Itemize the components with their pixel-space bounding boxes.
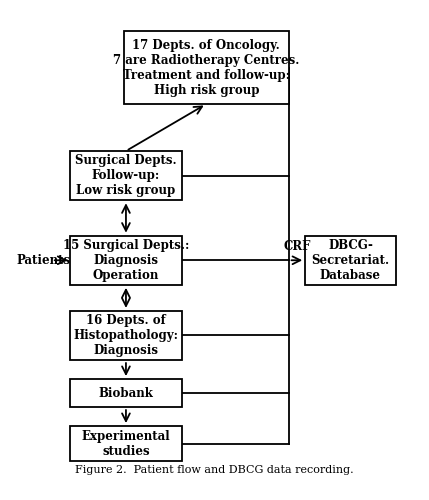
Bar [70, 151, 181, 200]
Text: 17 Depts. of Oncology.
7 are Radiotherapy Centres.
Treatment and follow-up:
High: 17 Depts. of Oncology. 7 are Radiotherap… [113, 38, 299, 96]
Text: Experimental
studies: Experimental studies [82, 430, 170, 458]
Text: CRF: CRF [283, 240, 311, 253]
Text: Surgical Depts.
Follow-up:
Low risk group: Surgical Depts. Follow-up: Low risk grou… [75, 154, 177, 197]
Text: 16 Depts. of
Histopathology:
Diagnosis: 16 Depts. of Histopathology: Diagnosis [73, 314, 178, 357]
Bar [70, 311, 181, 360]
Bar [70, 236, 181, 285]
Text: Figure 2.  Patient flow and DBCG data recording.: Figure 2. Patient flow and DBCG data rec… [75, 466, 354, 475]
Text: Biobank: Biobank [99, 386, 154, 400]
Bar [70, 426, 181, 461]
Text: DBCG-
Secretariat.
Database: DBCG- Secretariat. Database [311, 239, 390, 282]
Text: Patients: Patients [17, 254, 71, 267]
Text: 15 Surgical Depts.:
Diagnosis
Operation: 15 Surgical Depts.: Diagnosis Operation [63, 239, 189, 282]
Bar [70, 379, 181, 407]
Bar [305, 236, 396, 285]
Bar [124, 31, 289, 104]
